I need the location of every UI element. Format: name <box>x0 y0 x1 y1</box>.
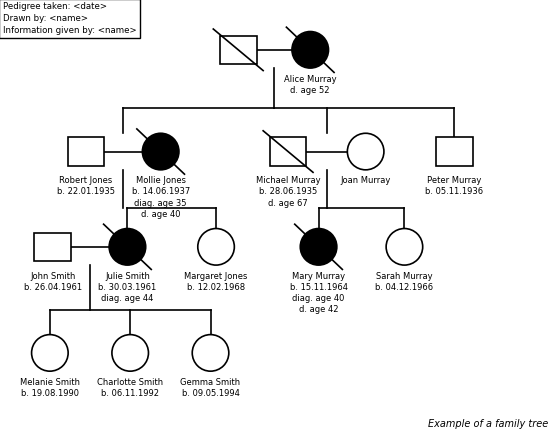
Text: Example of a family tree: Example of a family tree <box>428 419 548 429</box>
Ellipse shape <box>109 229 146 265</box>
Ellipse shape <box>142 133 179 170</box>
Text: John Smith
b. 26.04.1961: John Smith b. 26.04.1961 <box>24 271 81 292</box>
Ellipse shape <box>32 335 68 371</box>
Text: Mary Murray
b. 15.11.1964
diag. age 40
d. age 42: Mary Murray b. 15.11.1964 diag. age 40 d… <box>290 271 347 314</box>
Text: Gemma Smith
b. 09.05.1994: Gemma Smith b. 09.05.1994 <box>181 378 240 398</box>
Text: Pedigree taken: <date>
Drawn by: <name>
Information given by: <name>: Pedigree taken: <date> Drawn by: <name> … <box>3 2 136 35</box>
Text: Melanie Smith
b. 19.08.1990: Melanie Smith b. 19.08.1990 <box>20 378 80 398</box>
Text: Joan Murray: Joan Murray <box>341 176 391 185</box>
Ellipse shape <box>347 133 384 170</box>
Ellipse shape <box>386 229 423 265</box>
Bar <box>436 137 473 166</box>
Ellipse shape <box>292 32 329 68</box>
Text: Margaret Jones
b. 12.02.1968: Margaret Jones b. 12.02.1968 <box>184 271 248 292</box>
Text: Charlotte Smith
b. 06.11.1992: Charlotte Smith b. 06.11.1992 <box>97 378 163 398</box>
Text: Julie Smith
b. 30.03.1961
diag. age 44: Julie Smith b. 30.03.1961 diag. age 44 <box>98 271 157 303</box>
Text: Peter Murray
b. 05.11.1936: Peter Murray b. 05.11.1936 <box>425 176 483 197</box>
Text: Robert Jones
b. 22.01.1935: Robert Jones b. 22.01.1935 <box>57 176 115 197</box>
Text: Mollie Jones
b. 14.06.1937
diag. age 35
d. age 40: Mollie Jones b. 14.06.1937 diag. age 35 … <box>131 176 190 219</box>
Text: Michael Murray
b. 28.06.1935
d. age 67: Michael Murray b. 28.06.1935 d. age 67 <box>256 176 320 207</box>
Bar <box>220 36 257 64</box>
Bar <box>34 233 71 261</box>
Bar <box>270 137 306 166</box>
Text: Sarah Murray
b. 04.12.1966: Sarah Murray b. 04.12.1966 <box>376 271 433 292</box>
Text: Alice Murray
d. age 52: Alice Murray d. age 52 <box>284 74 336 95</box>
Ellipse shape <box>198 229 234 265</box>
Ellipse shape <box>112 335 148 371</box>
Ellipse shape <box>192 335 229 371</box>
Bar <box>68 137 104 166</box>
Ellipse shape <box>300 229 337 265</box>
